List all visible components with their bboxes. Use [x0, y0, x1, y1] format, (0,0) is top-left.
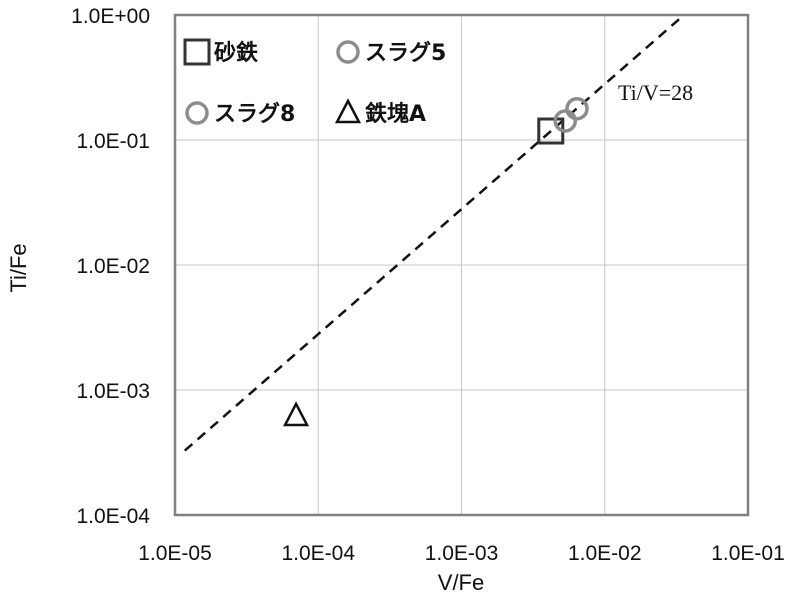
- data-point-triangle: [282, 401, 310, 427]
- plot-frame: [173, 13, 750, 517]
- legend-marker-circle: [185, 101, 209, 125]
- x-tick-labels: 1.0E-05 1.0E-04 1.0E-03 1.0E-02 1.0E-01: [138, 542, 785, 565]
- legend-entry: スラグ5: [336, 40, 446, 66]
- legend-marker-square: [183, 38, 211, 66]
- legend-marker-circle: [336, 40, 360, 64]
- y-tick-label: 1.0E+00: [71, 5, 150, 28]
- y-axis-title: Ti/Fe: [6, 243, 31, 292]
- legend-entry: スラグ8: [185, 101, 295, 127]
- ti-v-28-reference-line: [183, 14, 685, 452]
- x-tick-label: 1.0E-01: [711, 542, 785, 565]
- grid-lines: [175, 15, 748, 515]
- x-tick-label: 1.0E-04: [281, 542, 355, 565]
- legend-entry: 鉄塊A: [334, 98, 426, 127]
- data-point-circle: [565, 96, 589, 121]
- x-tick-label: 1.0E-05: [138, 542, 212, 565]
- legend-label: スラグ8: [214, 101, 295, 127]
- y-tick-label: 1.0E-03: [76, 380, 150, 403]
- x-axis-title: V/Fe: [438, 570, 484, 595]
- reference-line-label: Ti/V=28: [618, 80, 693, 105]
- legend-entry: 砂鉄: [183, 38, 258, 66]
- y-tick-label: 1.0E-01: [76, 130, 150, 153]
- y-tick-label: 1.0E-02: [76, 255, 150, 278]
- y-tick-labels: 1.0E-04 1.0E-03 1.0E-02 1.0E-01 1.0E+00: [71, 5, 150, 528]
- legend-label: 砂鉄: [214, 40, 258, 66]
- legend-label: スラグ5: [365, 40, 446, 66]
- x-tick-label: 1.0E-03: [425, 542, 499, 565]
- x-tick-label: 1.0E-02: [568, 542, 642, 565]
- legend-label: 鉄塊A: [365, 101, 426, 127]
- data-points: [282, 96, 589, 427]
- legend-marker-triangle: [334, 98, 362, 124]
- legend: 砂鉄 スラグ5 スラグ8 鉄塊A: [183, 38, 446, 127]
- y-tick-label: 1.0E-04: [76, 505, 150, 528]
- data-point-circle: [553, 109, 578, 133]
